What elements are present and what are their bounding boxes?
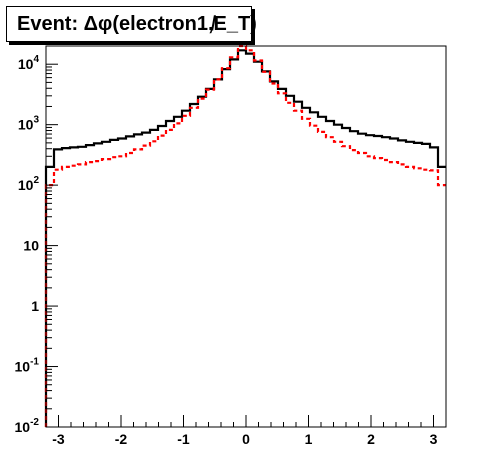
plot-frame: [45, 45, 447, 428]
histogram-series-group: [44, 44, 446, 427]
x-tick-label: 1: [305, 431, 313, 447]
y-tick-label: 103: [18, 115, 40, 133]
x-tick-label: 3: [430, 431, 438, 447]
histogram-series-2: [44, 44, 446, 427]
y-tick-label: 1: [31, 298, 39, 314]
chart-title-box: Event: Δφ(electron1,̸E_T): [6, 6, 257, 42]
x-tick-label: 0: [242, 431, 250, 447]
y-tick-label: 102: [18, 175, 40, 193]
axis-tick-labels: -3 -2 -1 0 1 2 3 10-2 10-1 1 10 102 103 104: [15, 54, 438, 447]
histogram-series-1: [44, 49, 446, 427]
y-tick-label: 10-2: [15, 417, 40, 435]
x-tick-label: 2: [367, 431, 375, 447]
x-tick-label: -2: [115, 431, 128, 447]
y-tick-label: 104: [18, 54, 40, 72]
y-tick-label: 10-1: [15, 357, 40, 375]
x-tick-label: -1: [177, 431, 190, 447]
axis-ticks: [45, 45, 447, 428]
chart-title: Event: Δφ(electron1,̸E_T): [17, 13, 257, 35]
y-tick-label: 10: [23, 238, 39, 254]
x-tick-label: -3: [52, 431, 65, 447]
